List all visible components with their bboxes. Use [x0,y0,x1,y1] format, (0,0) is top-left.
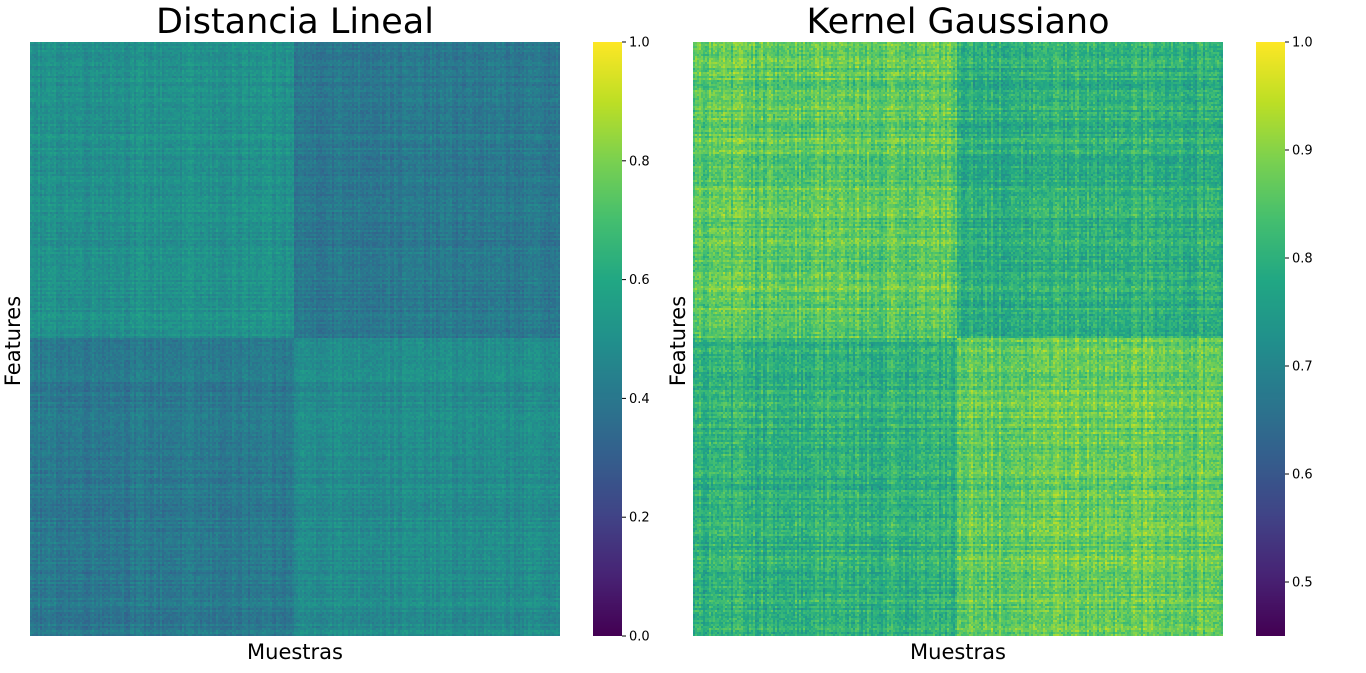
colorbar-tick-label: 0.9 [1292,144,1313,159]
left-chart-xlabel: Muestras [247,640,343,664]
right-chart-ylabel: Features [666,295,690,387]
left-colorbar [593,42,622,636]
right-chart-title: Kernel Gaussiano [806,2,1110,42]
colorbar-tick-label: 0.2 [629,511,650,526]
colorbar-tick-label: 0.7 [1292,360,1313,375]
colorbar-tick-label: 0.4 [629,392,650,407]
colorbar-tick-label: 1.0 [629,36,650,51]
left-chart-ylabel: Features [1,295,25,387]
left-colorbar-ticks: 0.0 0.2 0.4 0.6 0.8 1.0 [622,36,650,645]
right-colorbar [1256,42,1285,636]
colorbar-tick-label: 1.0 [1292,36,1313,51]
right-chart-xlabel: Muestras [910,640,1006,664]
colorbar-tick-label: 0.5 [1292,576,1313,591]
right-chart-panel: Kernel Gaussiano Features Muestras 0.5 0.… [663,0,1366,673]
colorbar-tick-label: 0.0 [629,630,650,645]
colorbar-tick-label: 0.8 [1292,252,1313,267]
colorbar-tick-label: 0.6 [1292,468,1313,483]
colorbar-tick-label: 0.8 [629,154,650,169]
colorbar-tick-label: 0.6 [629,273,650,288]
left-chart-title: Distancia Lineal [156,2,434,42]
right-colorbar-ticks: 0.5 0.6 0.7 0.8 0.9 1.0 [1285,36,1313,591]
left-chart-panel: Distancia Lineal Features Muestras 0.0 0.… [1,2,650,664]
right-heatmap [693,42,1223,636]
left-heatmap [30,42,560,636]
